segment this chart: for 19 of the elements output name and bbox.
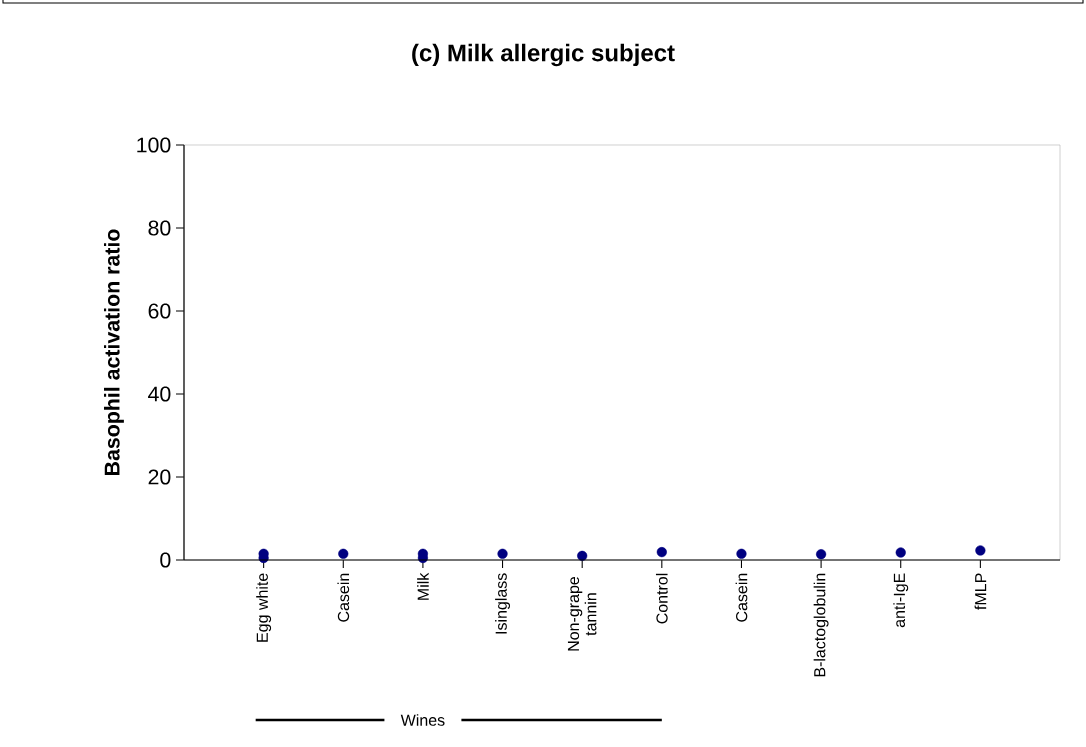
x-tick-label: anti-IgE <box>893 573 909 628</box>
y-axis-title: Basophil activation ratio <box>104 229 124 475</box>
y-tick-label: 80 <box>148 220 171 236</box>
x-tick-label: fMLP <box>974 573 987 610</box>
x-tick-label: Control <box>655 573 668 624</box>
x-tick-label: Casein <box>735 573 748 622</box>
y-tick-label: 0 <box>160 552 171 568</box>
x-tick-label: Egg white <box>256 573 272 642</box>
y-tick-label: 40 <box>148 386 171 402</box>
x-tick-label: Isinglass <box>495 573 511 634</box>
text: Wines <box>400 714 445 726</box>
y-tick-label: 60 <box>148 303 171 319</box>
x-tick-label: B-lactoglobulin <box>813 573 829 677</box>
x-tick-label: Non-grape tannin <box>567 576 597 651</box>
y-tick-label: 20 <box>148 469 171 485</box>
chart-title: (c) Milk allergic subject <box>412 43 675 67</box>
x-tick-label: Casein <box>337 573 350 622</box>
y-tick-label: 100 <box>137 137 171 153</box>
x-tick-label: Milk <box>417 572 429 600</box>
